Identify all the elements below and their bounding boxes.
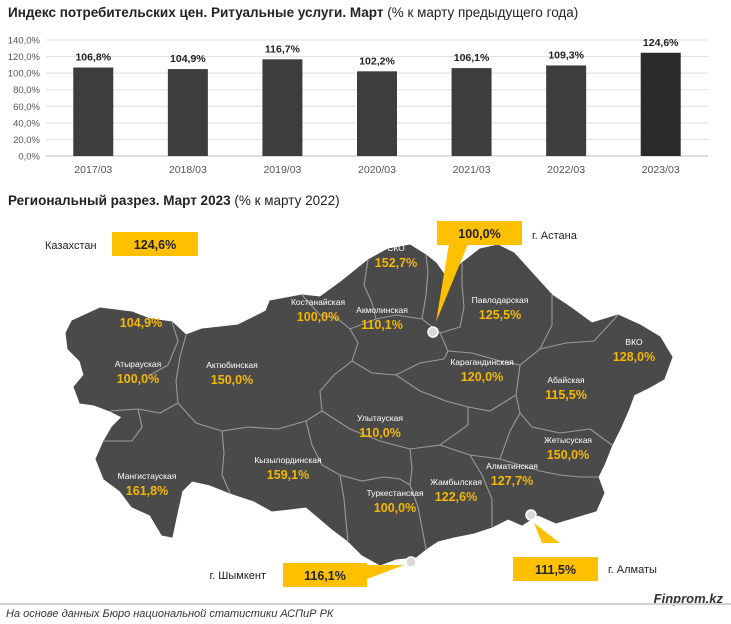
map-title: Региональный разрез. Март 2023 (% к март… — [8, 193, 340, 208]
bar-value-label: 104,9% — [170, 53, 206, 65]
region-name-label: Мангистауская — [118, 471, 177, 481]
city-value-label: 100,0% — [458, 227, 500, 241]
y-tick-label: 40,0% — [13, 118, 40, 129]
x-tick-label: 2020/03 — [358, 164, 396, 176]
y-tick-label: 140,0% — [8, 36, 41, 47]
chart-title-sub: (% к марту предыдущего года) — [387, 5, 579, 20]
brand-logo: Finprom.kz — [653, 591, 723, 606]
region-name-label: Актюбинская — [206, 360, 258, 370]
y-tick-label: 100,0% — [8, 69, 41, 80]
bar-value-label: 109,3% — [548, 49, 584, 61]
region-value-label: 150,0% — [547, 448, 589, 462]
region-value-label: 159,1% — [267, 468, 309, 482]
national-value-label: 124,6% — [134, 238, 176, 252]
source-note: На основе данных Бюро национальной стати… — [6, 608, 334, 620]
region-name-label: Павлодарская — [472, 295, 529, 305]
region-name-label: Улытауская — [357, 413, 403, 423]
chart-title: Индекс потребительских цен. Ритуальные у… — [8, 5, 578, 20]
city-value-label: 111,5% — [535, 563, 576, 577]
map-title-main: Региональный разрез. Март 2023 — [8, 193, 231, 208]
x-tick-label: 2018/03 — [169, 164, 207, 176]
region-name-label: ВКО — [625, 337, 643, 347]
chart-title-main: Индекс потребительских цен. Ритуальные у… — [8, 5, 384, 20]
bar — [73, 67, 114, 156]
bar-chart: 0,0% 20,0% 40,0% 60,0% 80,0% 100,0% 120,0% 140,… — [8, 36, 708, 176]
region-value-label: 150,0% — [211, 373, 253, 387]
region-value-label: 104,9% — [120, 316, 162, 330]
bar-value-label: 106,1% — [454, 52, 490, 64]
region-value-label: 110,1% — [361, 318, 403, 332]
almaty-callout-pointer — [534, 523, 560, 543]
region-name-label: Кызылординская — [254, 455, 322, 465]
region-name-label: СКО — [387, 243, 405, 253]
region-name-label: Абайская — [547, 375, 585, 385]
bar-value-label: 102,2% — [359, 55, 395, 67]
region-name-label: Атырауская — [115, 359, 162, 369]
bar — [640, 52, 681, 156]
city-callout-box — [513, 557, 598, 581]
region-name-label: ЗКО — [133, 303, 150, 313]
x-tick-label: 2023/03 — [642, 164, 680, 176]
bar-value-label: 106,8% — [75, 52, 111, 64]
region-value-label: 100,0% — [297, 310, 339, 324]
footer-divider — [0, 603, 731, 605]
y-tick-label: 80,0% — [13, 85, 40, 96]
shymkent-callout-pointer — [362, 565, 404, 581]
shymkent-marker — [405, 556, 417, 568]
region-value-label: 115,5% — [545, 388, 587, 402]
y-tick-label: 20,0% — [13, 135, 40, 146]
x-tick-label: 2021/03 — [453, 164, 491, 176]
region-name-label: Карагандинская — [450, 357, 514, 367]
region-value-label: 127,7% — [491, 474, 533, 488]
region-map: ЗКО 104,9% Атырауская 100,0% Актюбинская 150,… — [45, 221, 673, 587]
region-value-label: 125,5% — [479, 308, 521, 322]
x-tick-label: 2017/03 — [74, 164, 112, 176]
region-borders — [104, 254, 619, 550]
bar — [167, 69, 208, 156]
region-value-label: 161,8% — [126, 484, 168, 498]
x-tick-label: 2022/03 — [547, 164, 585, 176]
city-name-label: г. Алматы — [608, 564, 657, 576]
map-labels: ЗКО 104,9% Атырауская 100,0% Актюбинская 150,… — [45, 221, 657, 587]
region-value-label: 128,0% — [613, 350, 655, 364]
region-name-label: Туркестанская — [366, 488, 423, 498]
region-value-label: 152,7% — [375, 256, 417, 270]
region-value-label: 100,0% — [117, 372, 159, 386]
region-name-label: Акмолинская — [356, 305, 408, 315]
kazakhstan-outline — [65, 244, 673, 566]
region-name-label: Жамбылская — [430, 477, 482, 487]
bar — [546, 65, 587, 156]
bar-value-label: 116,7% — [265, 43, 301, 55]
region-name-label: Алматинская — [486, 461, 538, 471]
national-name-label: Казахстан — [45, 240, 97, 252]
bar — [357, 71, 397, 156]
bar — [262, 59, 303, 157]
region-value-label: 122,6% — [435, 490, 477, 504]
region-name-label: Жетысуская — [544, 435, 592, 445]
y-tick-label: 60,0% — [13, 102, 40, 113]
region-name-label: Костанайская — [291, 297, 346, 307]
bar — [451, 68, 492, 156]
city-name-label: г. Астана — [532, 230, 578, 242]
map-title-sub: (% к марту 2022) — [234, 193, 340, 208]
region-value-label: 120,0% — [461, 370, 503, 384]
almaty-marker — [525, 509, 537, 521]
city-value-label: 116,1% — [304, 569, 346, 583]
city-name-label: г. Шымкент — [210, 570, 267, 582]
y-tick-label: 0,0% — [18, 152, 40, 163]
city-callout-box — [437, 221, 522, 245]
region-value-label: 100,0% — [374, 501, 416, 515]
y-tick-label: 120,0% — [8, 52, 41, 63]
bar-value-label: 124,6% — [643, 37, 679, 49]
city-callout-box — [283, 563, 367, 587]
x-tick-label: 2019/03 — [263, 164, 301, 176]
astana-callout-pointer — [436, 244, 468, 322]
astana-marker — [427, 326, 439, 338]
national-callout-box — [112, 232, 198, 256]
region-value-label: 110,0% — [359, 426, 401, 440]
